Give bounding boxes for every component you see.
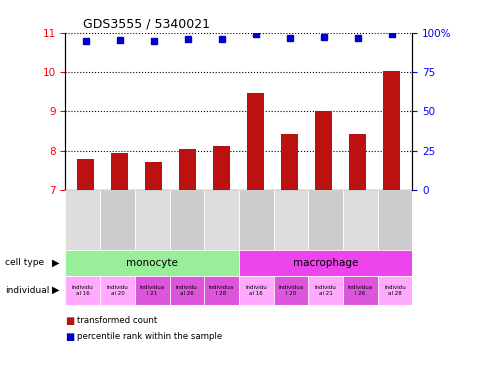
Text: ■: ■ — [65, 332, 75, 342]
Bar — [179, 149, 196, 190]
Bar — [65, 250, 239, 276]
Text: individu
al 16: individu al 16 — [245, 285, 267, 296]
Bar — [204, 190, 239, 250]
Bar — [247, 93, 264, 190]
Bar — [111, 153, 128, 190]
Bar — [100, 276, 135, 305]
Bar — [382, 71, 399, 190]
Text: ■: ■ — [65, 316, 75, 326]
Text: ▶: ▶ — [52, 258, 60, 268]
Text: individu
al 26: individu al 26 — [176, 285, 197, 296]
Text: monocyte: monocyte — [126, 258, 178, 268]
Bar — [239, 190, 273, 250]
Text: individual: individual — [5, 286, 49, 295]
Bar — [65, 276, 100, 305]
Text: cell type: cell type — [5, 258, 44, 267]
Text: GDS3555 / 5340021: GDS3555 / 5340021 — [83, 17, 210, 30]
Bar — [77, 159, 94, 190]
Bar — [308, 190, 342, 250]
Text: individu
al 28: individu al 28 — [383, 285, 405, 296]
Bar — [273, 190, 308, 250]
Text: individua
l 20: individua l 20 — [278, 285, 303, 296]
Text: individua
l 26: individua l 26 — [347, 285, 372, 296]
Bar — [204, 276, 239, 305]
Bar — [281, 134, 298, 190]
Bar — [145, 162, 162, 190]
Text: individu
al 16: individu al 16 — [72, 285, 93, 296]
Bar — [273, 276, 308, 305]
Bar — [65, 190, 100, 250]
Bar — [342, 276, 377, 305]
Bar — [377, 190, 411, 250]
Text: individua
l 21: individua l 21 — [139, 285, 165, 296]
Text: macrophage: macrophage — [292, 258, 358, 268]
Bar — [239, 250, 411, 276]
Bar — [315, 111, 332, 190]
Bar — [377, 276, 411, 305]
Bar — [342, 190, 377, 250]
Text: individua
l 28: individua l 28 — [209, 285, 234, 296]
Bar — [308, 276, 342, 305]
Text: ▶: ▶ — [52, 285, 60, 295]
Text: percentile rank within the sample: percentile rank within the sample — [76, 332, 221, 341]
Text: individu
al 21: individu al 21 — [314, 285, 336, 296]
Bar — [169, 190, 204, 250]
Bar — [169, 276, 204, 305]
Text: transformed count: transformed count — [76, 316, 156, 325]
Bar — [135, 276, 169, 305]
Bar — [135, 190, 169, 250]
Text: individu
al 20: individu al 20 — [106, 285, 128, 296]
Bar — [348, 134, 365, 190]
Bar — [100, 190, 135, 250]
Bar — [213, 146, 230, 190]
Bar — [239, 276, 273, 305]
